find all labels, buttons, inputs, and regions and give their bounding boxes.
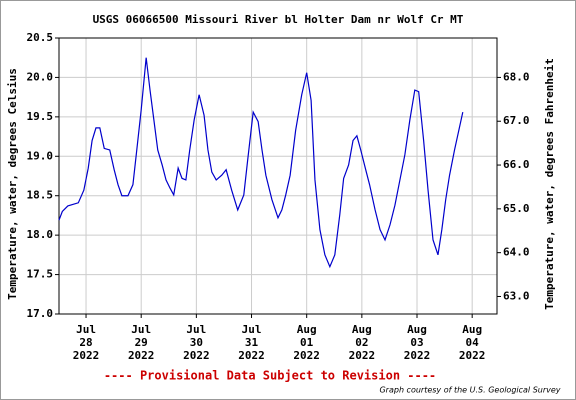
y-tick-label: 17.5 [27,268,54,281]
y-tick-label: 19.5 [27,110,54,123]
plot-border [58,37,498,315]
data-line [58,57,464,269]
y2-tick-label: 68.0 [503,70,530,83]
y2-tick-label: 66.0 [503,158,530,171]
y2-tick-label: 64.0 [503,246,530,259]
x-tick-label: Jul 29 2022 [128,323,155,362]
y2-tick-label: 67.0 [503,114,530,127]
x-tick-label: Jul 30 2022 [183,323,210,362]
x-tick-label: Aug 02 2022 [349,323,376,362]
y-tick-label: 20.0 [27,70,54,83]
x-tick-label: Aug 03 2022 [404,323,431,362]
credit: Graph courtesy of the U.S. Geological Su… [379,386,560,395]
y-tick-label: 20.5 [27,31,54,44]
y2-tick-label: 65.0 [503,202,530,215]
x-tick-label: Jul 28 2022 [73,323,100,362]
x-tick-label: Aug 01 2022 [293,323,320,362]
y-tick-label: 18.0 [27,228,54,241]
y-tick-label: 18.5 [27,189,54,202]
y2-axis-label: Temperature, water, degrees Fahrenheit [543,58,556,310]
y-tick-label: 17.0 [27,307,54,320]
chart-title: USGS 06066500 Missouri River bl Holter D… [93,13,464,26]
x-tick-label: Aug 04 2022 [459,323,486,362]
footer: ---- Provisional Data Subject to Revisio… [104,369,436,383]
x-tick-label: Jul 31 2022 [238,323,265,362]
y-axis-label: Temperature, water, degrees Celsius [6,68,19,300]
y-tick-label: 19.0 [27,149,54,162]
y2-tick-label: 63.0 [503,289,530,302]
